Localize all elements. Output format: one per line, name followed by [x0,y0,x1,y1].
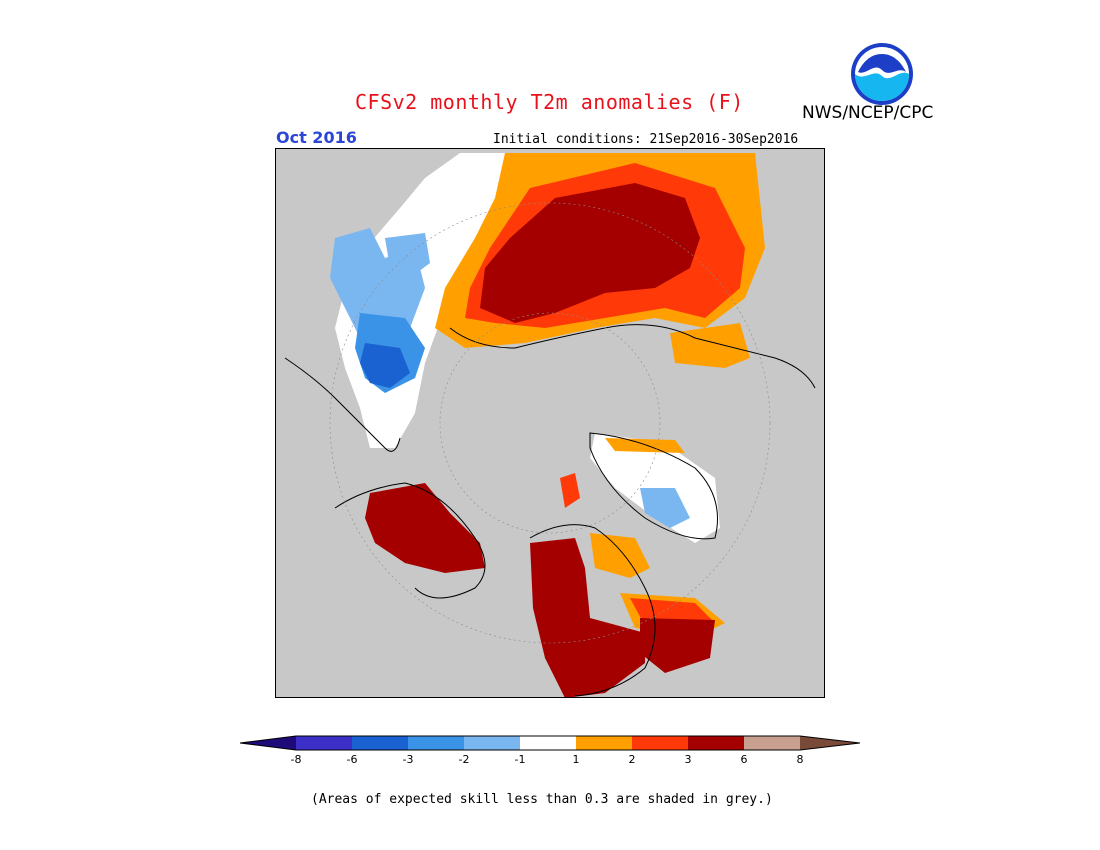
china-orange-region [670,323,750,368]
europe-dark-blue-region [360,343,410,388]
colorbar-bin-5 [520,736,576,750]
colorbar-bin-1 [296,736,352,750]
colorbar-bin-9 [744,736,800,750]
colorbar-tick: -8 [290,753,302,766]
colorbar-low-arrow [240,736,296,750]
forecast-month: Oct 2016 [276,128,357,147]
chart-title: CFSv2 monthly T2m anomalies (F) [355,90,744,114]
colorbar-bin-7 [632,736,688,750]
colorbar-bin-8 [688,736,744,750]
arctic-islands-red [560,473,580,508]
initial-conditions: Initial conditions: 21Sep2016-30Sep2016 [493,132,799,147]
colorbar-bin-2 [352,736,408,750]
colorbar-tick: 3 [684,753,692,766]
colorbar-tick: -6 [346,753,358,766]
colorbar-bin-3 [408,736,464,750]
skill-footnote: (Areas of expected skill less than 0.3 a… [311,792,773,807]
agency-label: NWS/NCEP/CPC [802,103,934,123]
colorbar [240,735,860,751]
colorbar-tick: -3 [402,753,414,766]
colorbar-tick: 2 [628,753,636,766]
colorbar-tick: -1 [514,753,526,766]
graticule [329,202,771,644]
colorbar-high-arrow [800,736,860,750]
colorbar-bin-4 [464,736,520,750]
canada-orange-region [590,533,650,578]
greenland-blue-region [640,488,690,528]
alaska-dark-red-region [365,483,485,573]
canada-dark-red-region [530,538,645,698]
colorbar-bin-6 [576,736,632,750]
colorbar-tick: 1 [572,753,580,766]
noaa-logo [851,43,913,105]
greenland-orange-edge [605,438,685,453]
coastlines [284,324,816,697]
anomaly-map [275,148,825,698]
colorbar-tick: 8 [796,753,804,766]
colorbar-tick: 6 [740,753,748,766]
colorbar-tick: -2 [458,753,470,766]
northeast-dark-red-region [640,618,715,673]
siberia-dark-red-region [480,183,700,323]
